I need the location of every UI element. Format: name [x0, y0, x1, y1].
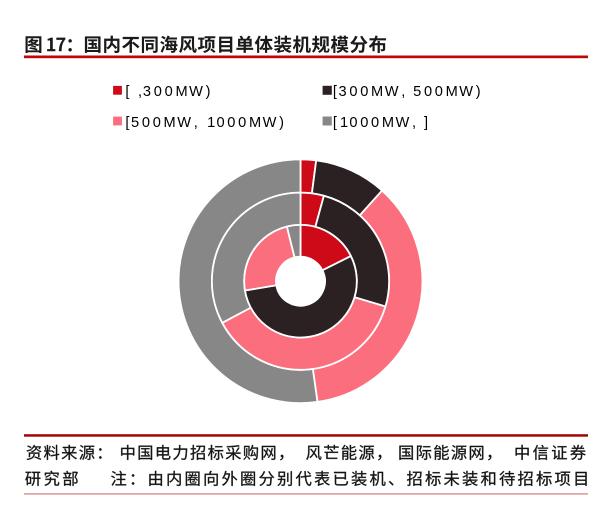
svg-text:[ ,300MW): [ ,300MW) — [125, 84, 210, 100]
svg-text:[300MW, 500MW): [300MW, 500MW) — [333, 84, 481, 100]
